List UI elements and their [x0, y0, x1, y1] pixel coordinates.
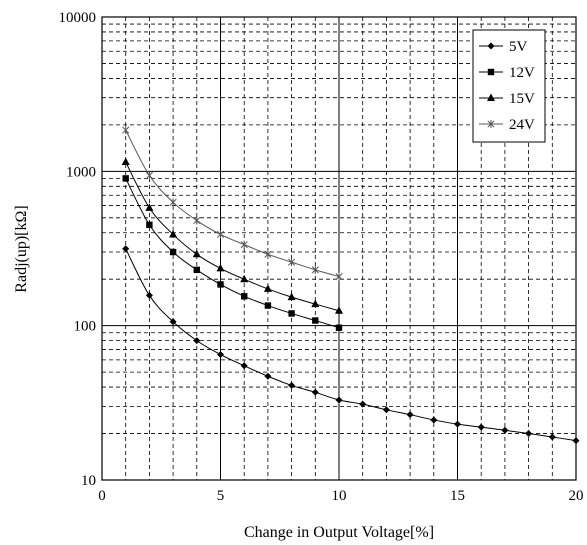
data-point [311, 299, 320, 308]
data-point [169, 229, 178, 238]
data-point [145, 171, 153, 180]
series-line-24v [125, 129, 340, 278]
data-point [406, 411, 414, 419]
data-point [264, 302, 272, 309]
data-point [335, 396, 343, 404]
series-15v [121, 157, 343, 314]
data-point [263, 284, 272, 292]
x-tick-label: 20 [569, 488, 584, 504]
data-point [335, 272, 343, 281]
legend-item-15v: 15V [479, 91, 535, 107]
series-group [121, 126, 580, 445]
legend-marker [487, 120, 495, 128]
series-12v [122, 175, 343, 331]
y-tick-label: 1000 [66, 164, 96, 180]
data-point [146, 221, 153, 229]
data-point [122, 175, 129, 182]
data-point [264, 372, 272, 380]
tick-labels: 0 5 10 15 20 10 100 1000 10000 [59, 10, 584, 504]
y-tick-label: 10000 [59, 10, 97, 26]
data-point [216, 263, 225, 272]
data-point [122, 126, 130, 135]
y-axis-label: Radj(up)[kΩ] [13, 205, 30, 292]
data-point [288, 310, 295, 317]
data-point [169, 198, 177, 207]
plot-frame [101, 16, 577, 481]
x-tick-label: 10 [332, 488, 347, 504]
data-point [217, 281, 224, 288]
x-tick-label: 15 [450, 488, 465, 504]
legend-label: 5V [509, 39, 528, 55]
data-point [145, 203, 154, 211]
data-point [192, 249, 201, 258]
data-point [193, 337, 201, 345]
data-point [169, 318, 177, 326]
legend-label: 15V [509, 91, 535, 107]
data-point [382, 406, 390, 414]
series-24v [122, 126, 343, 281]
legend-item-12v: 12V [479, 65, 535, 81]
data-point [121, 157, 130, 165]
data-point [477, 423, 485, 431]
data-point [122, 245, 130, 253]
data-point [501, 426, 509, 434]
data-point [288, 258, 296, 267]
legend-item-24v: 24V [479, 117, 535, 133]
data-point [430, 416, 438, 424]
series-line-15v [125, 161, 340, 312]
legend-marker [487, 42, 495, 50]
x-tick-label: 5 [217, 488, 225, 504]
data-point [217, 351, 224, 359]
y-tick-label: 10 [81, 473, 96, 489]
data-point [240, 274, 249, 283]
data-point [264, 250, 272, 259]
series-line-12v [125, 178, 340, 329]
data-point [193, 216, 201, 225]
x-tick-label: 0 [98, 488, 106, 504]
data-point [169, 248, 177, 256]
legend-marker [487, 93, 495, 101]
data-point [241, 293, 248, 300]
data-point [312, 317, 319, 324]
data-point [240, 362, 248, 370]
x-axis-label: Change in Output Voltage[%] [244, 524, 434, 541]
legend-label: 24V [509, 117, 535, 133]
legend-label: 12V [509, 65, 535, 81]
data-point [216, 230, 225, 239]
legend-box [472, 29, 546, 143]
legend: 5V 12V 15V 24V [472, 29, 546, 143]
legend-marker [487, 68, 495, 76]
data-point [145, 291, 153, 299]
data-point [311, 388, 319, 396]
data-point [311, 265, 319, 274]
series-line-5v [125, 248, 577, 442]
legend-item-5v: 5V [479, 39, 528, 55]
y-tick-label: 100 [74, 319, 97, 335]
data-point [335, 324, 343, 331]
data-point [193, 266, 200, 274]
series-5v [122, 245, 580, 445]
data-point [359, 400, 367, 408]
data-point [454, 420, 461, 428]
data-point [572, 437, 580, 445]
data-point [288, 381, 296, 389]
data-point [287, 292, 296, 301]
axes [101, 16, 577, 481]
data-point [548, 433, 556, 441]
data-point [335, 306, 343, 314]
data-point [525, 430, 533, 438]
data-point [240, 240, 248, 249]
